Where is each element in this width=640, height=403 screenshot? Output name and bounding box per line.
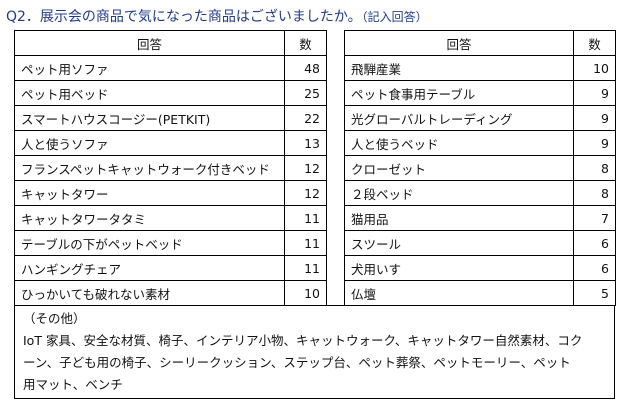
answer-cell: テーブルの下がペットベッド [14,230,285,256]
header-answer: 回答 [344,30,574,56]
answer-cell: ハンギングチェア [14,255,285,281]
table-row: 猫用品 7 [344,205,616,231]
header-count: 数 [284,30,327,56]
table-row: 光グローバルトレーディング 9 [344,105,616,131]
other-answers-box: （その他） IoT 家具、安全な材質、椅子、インテリア小物、キャットウォーク、キ… [14,305,615,399]
answer-cell: ペット食事用テーブル [344,80,574,106]
count-cell: 11 [284,230,327,256]
table-row: 飛騨産業 10 [344,55,616,81]
count-cell: 9 [573,80,616,106]
question-title: Q2．展示会の商品で気になった商品はございましたか。（記入回答） [6,6,428,26]
answer-cell: キャットタワータタミ [14,205,285,231]
count-cell: 6 [573,230,616,256]
answer-cell: 犬用いす [344,255,574,281]
table-row: テーブルの下がペットベッド 11 [14,230,327,256]
answer-cell: ２段ベッド [344,180,574,206]
count-cell: 11 [284,205,327,231]
table-row: フランスペットキャットウォーク付きベッド 12 [14,155,327,181]
answer-cell: ひっかいても破れない素材 [14,280,285,306]
answer-type-note: （記入回答） [361,10,428,24]
count-cell: 9 [573,105,616,131]
answer-cell: 人と使うベッド [344,130,574,156]
header-count: 数 [573,30,616,56]
count-cell: 5 [573,280,616,306]
count-cell: 9 [573,130,616,156]
table-row: 人と使うベッド 9 [344,130,616,156]
answers-table-left: 回答 数 ペット用ソファ 48 ペット用ベッド 25 スマートハウスコージー(PETKI… [14,30,327,306]
other-line: IoT 家具、安全な材質、椅子、インテリア小物、キャットウォーク、キャットタワー… [23,333,583,348]
answer-cell: スマートハウスコージー(PETKIT) [14,105,285,131]
count-cell: 22 [284,105,327,131]
answer-cell: クローゼット [344,155,574,181]
header-row: 回答 数 [344,30,616,56]
table-row: キャットタワー 12 [14,180,327,206]
count-cell: 12 [284,180,327,206]
count-cell: 8 [573,180,616,206]
count-cell: 8 [573,155,616,181]
table-row: スマートハウスコージー(PETKIT) 22 [14,105,327,131]
answer-cell: 人と使うソファ [14,130,285,156]
table-row: 犬用いす 6 [344,255,616,281]
header-answer: 回答 [14,30,285,56]
answer-cell: キャットタワー [14,180,285,206]
table-row: ひっかいても破れない素材 10 [14,280,327,306]
table-row: 仏壇 5 [344,280,616,306]
other-line: ーン、子ども用の椅子、シーリークッション、ステップ台、ペット葬祭、ペットモーリー… [23,355,571,370]
other-line: 用マット、ベンチ [23,377,123,392]
table-row: ハンギングチェア 11 [14,255,327,281]
count-cell: 10 [284,280,327,306]
answer-cell: 仏壇 [344,280,574,306]
table-row: キャットタワータタミ 11 [14,205,327,231]
count-cell: 12 [284,155,327,181]
answer-cell: 猫用品 [344,205,574,231]
table-row: 人と使うソファ 13 [14,130,327,156]
answer-cell: 光グローバルトレーディング [344,105,574,131]
count-cell: 11 [284,255,327,281]
count-cell: 25 [284,80,327,106]
answer-cell: フランスペットキャットウォーク付きベッド [14,155,285,181]
table-row: クローゼット 8 [344,155,616,181]
question-text: Q2．展示会の商品で気になった商品はございましたか。 [6,9,362,25]
answer-cell: ペット用ベッド [14,80,285,106]
table-row: ペット用ベッド 25 [14,80,327,106]
table-row: ２段ベッド 8 [344,180,616,206]
other-heading: （その他） [23,311,86,326]
answer-cell: ペット用ソファ [14,55,285,81]
answers-table-right: 回答 数 飛騨産業 10 ペット食事用テーブル 9 光グローバルトレーディング 9 人と使う… [344,30,616,306]
count-cell: 7 [573,205,616,231]
table-row: スツール 6 [344,230,616,256]
header-row: 回答 数 [14,30,327,56]
answer-cell: スツール [344,230,574,256]
answer-cell: 飛騨産業 [344,55,574,81]
count-cell: 10 [573,55,616,81]
count-cell: 13 [284,130,327,156]
count-cell: 6 [573,255,616,281]
table-row: ペット食事用テーブル 9 [344,80,616,106]
count-cell: 48 [284,55,327,81]
table-row: ペット用ソファ 48 [14,55,327,81]
